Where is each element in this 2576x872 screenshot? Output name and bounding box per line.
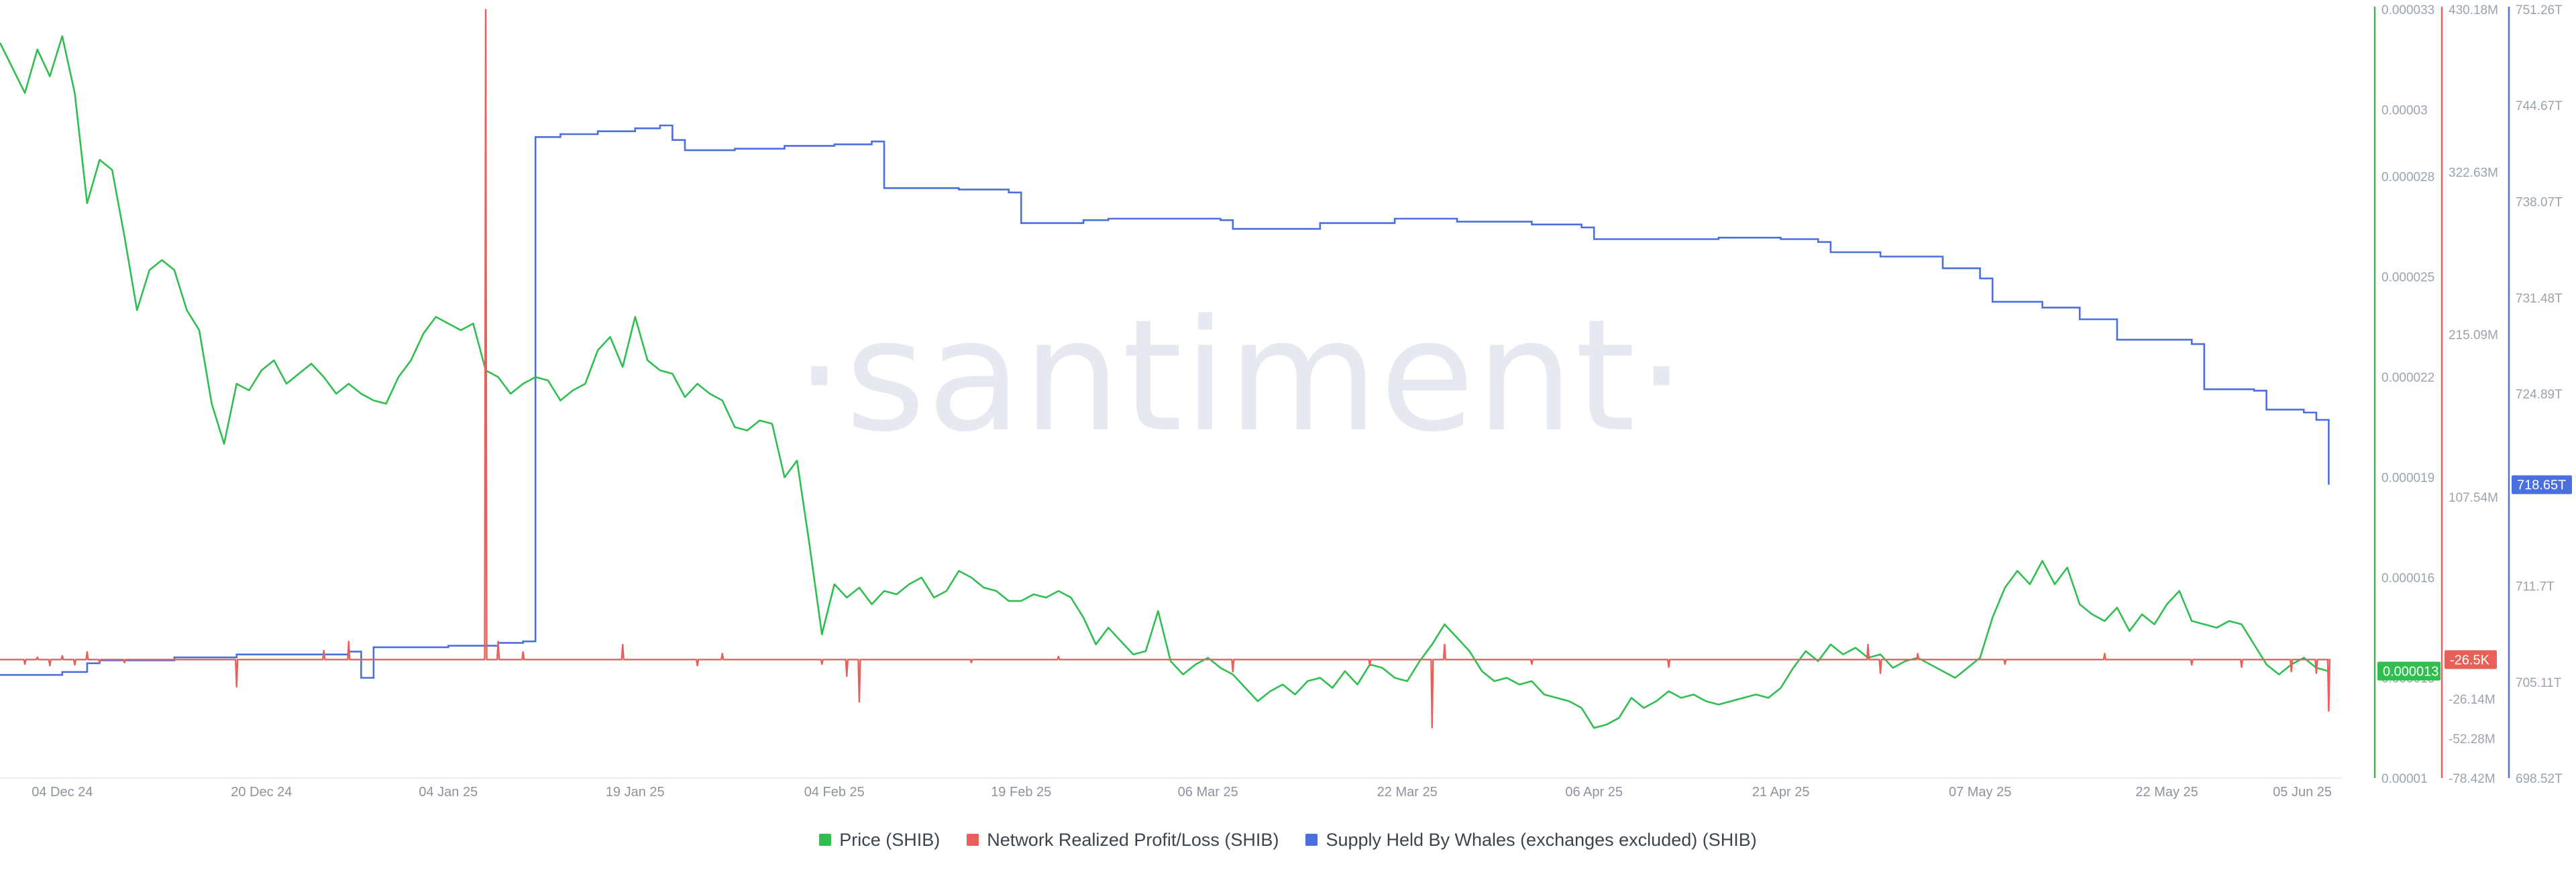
- axis-tick-nrpl: 107.54M: [2449, 491, 2498, 505]
- axis-tick-nrpl: -52.28M: [2449, 732, 2496, 747]
- legend-swatch-price: [819, 834, 832, 846]
- x-tick-label: 06 Apr 25: [1565, 785, 1623, 800]
- x-tick-label: 19 Jan 25: [606, 785, 665, 800]
- x-tick-label: 22 May 25: [2135, 785, 2198, 800]
- axis-tick-price: 0.000019: [2381, 472, 2434, 486]
- x-tick-label: 06 Mar 25: [1178, 785, 1238, 800]
- axis-tick-nrpl: -26.14M: [2449, 693, 2496, 707]
- y-axes: 0.000033 0.00003 0.000028 0.000025 0.000022 0…: [2373, 3, 2563, 786]
- legend-label-price: Price (SHIB): [839, 829, 941, 850]
- series-price: [0, 35, 2329, 729]
- legend-item-price[interactable]: Price (SHIB): [819, 830, 940, 851]
- x-axis: 04 Dec 24 20 Dec 24 04 Jan 25 19 Jan 25 04 F…: [0, 777, 2341, 800]
- axis-tick-price: 0.00003: [2381, 103, 2428, 117]
- legend-swatch-nrpl: [967, 834, 979, 846]
- watermark: ·santiment·: [795, 287, 1687, 466]
- x-tick-label: 07 May 25: [1949, 785, 2011, 800]
- axis-tick-whales: 698.52T: [2516, 772, 2563, 786]
- axis-tick-price: 0.000025: [2381, 271, 2434, 285]
- legend-item-nrpl[interactable]: Network Realized Profit/Loss (SHIB): [967, 830, 1279, 851]
- legend: Price (SHIB) Network Realized Profit/Los…: [0, 826, 2576, 853]
- current-value-tags: 0.000013 -26.5K 718.65T: [2377, 475, 2572, 681]
- x-tick-label: 21 Apr 25: [1752, 785, 1810, 800]
- series-network-realized-pl: [0, 9, 2331, 728]
- axis-tick-price: 0.000033: [2381, 3, 2434, 17]
- current-value-tag-whales: [2512, 475, 2572, 494]
- axis-tick-whales: 738.07T: [2516, 196, 2563, 210]
- current-value-tag-price: [2377, 661, 2440, 681]
- axis-tick-whales: 751.26T: [2516, 3, 2563, 17]
- axis-tick-whales: 724.89T: [2516, 388, 2563, 402]
- axis-tick-nrpl: -78.42M: [2449, 772, 2496, 786]
- legend-label-nrpl: Network Realized Profit/Loss (SHIB): [987, 829, 1279, 850]
- axis-tick-whales: 711.7T: [2516, 580, 2555, 594]
- current-value-whales: 718.65T: [2517, 478, 2566, 493]
- x-tick-label: 04 Feb 25: [804, 785, 865, 800]
- axis-tick-price: 0.000022: [2381, 371, 2434, 385]
- x-tick-label: 20 Dec 24: [231, 785, 292, 800]
- series-lines: [0, 9, 2331, 729]
- axis-tick-nrpl: 215.09M: [2449, 329, 2498, 343]
- legend-swatch-whales: [1305, 834, 1318, 846]
- axis-tick-price: 0.000028: [2381, 170, 2434, 184]
- axis-tick-price: 0.00001: [2381, 772, 2428, 786]
- axis-tick-nrpl: 430.18M: [2449, 3, 2498, 17]
- x-tick-label: 22 Mar 25: [1377, 785, 1438, 800]
- x-tick-label: 05 Jun 25: [2273, 785, 2332, 800]
- x-tick-label: 19 Feb 25: [991, 785, 1051, 800]
- current-value-tag-nrpl: [2445, 650, 2497, 669]
- axis-tick-whales: 705.11T: [2516, 676, 2562, 690]
- axis-tick-whales: 731.48T: [2516, 292, 2563, 306]
- x-tick-label: 04 Dec 24: [32, 785, 93, 800]
- legend-label-whales: Supply Held By Whales (exchanges exclude…: [1326, 829, 1757, 850]
- current-value-nrpl: -26.5K: [2450, 653, 2490, 667]
- x-tick-label: 04 Jan 25: [419, 785, 478, 800]
- axis-tick-whales: 744.67T: [2516, 99, 2563, 113]
- axis-tick-price: 0.000016: [2381, 571, 2434, 586]
- axis-tick-nrpl: 322.63M: [2449, 166, 2498, 180]
- legend-item-whales[interactable]: Supply Held By Whales (exchanges exclude…: [1305, 829, 1757, 851]
- current-value-price: 0.000013: [2383, 665, 2438, 679]
- series-whale-supply: [0, 124, 2330, 679]
